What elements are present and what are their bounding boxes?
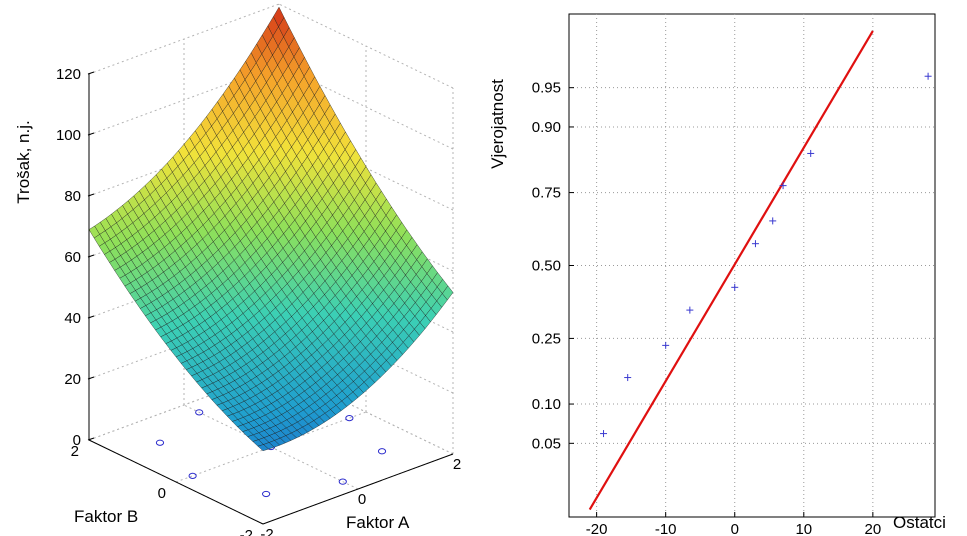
data-point	[807, 149, 815, 157]
design-point	[338, 478, 347, 485]
data-point	[624, 374, 632, 382]
surface-patch	[257, 444, 270, 452]
design-point	[155, 439, 165, 446]
fit-line-segment	[588, 30, 874, 511]
tick-labels: -20 -10 0 10 20 0.05 0.10 0.25 0.50 0.75 0.90 0.95	[532, 80, 881, 536]
z-tick	[87, 132, 95, 136]
surface	[88, 6, 454, 452]
fit-line	[588, 30, 874, 511]
x-tick-label: -2	[260, 526, 273, 536]
z-tick-label: 80	[64, 188, 81, 205]
y-tick-label: 0.05	[532, 435, 561, 452]
y-tick-label: 2	[71, 443, 79, 460]
data-point	[924, 72, 932, 80]
z-tick	[87, 193, 95, 197]
z-tick	[87, 315, 95, 319]
design-point	[377, 448, 387, 455]
x-tick-label: 10	[795, 521, 812, 536]
floor-gridline	[88, 369, 280, 441]
y-tick-label: 0.10	[532, 396, 561, 413]
data-points	[600, 72, 932, 438]
data-point	[769, 217, 777, 225]
x-tick-label: 20	[865, 521, 882, 536]
x-axis-line	[262, 453, 454, 525]
x-axis-label: Ostatci	[893, 513, 946, 532]
probability-plot: -20 -10 0 10 200.050.100.250.500.750.900.95 …	[488, 13, 946, 536]
y-tick-label: 0.75	[532, 185, 561, 202]
y-tick-label: 0.50	[532, 258, 561, 275]
x-tick-label: 0	[731, 521, 739, 536]
z-tick	[87, 254, 95, 258]
design-point	[195, 409, 204, 416]
data-point	[779, 182, 787, 190]
design-point	[262, 490, 271, 498]
z-tick	[87, 71, 95, 75]
z-tick-label: 100	[56, 127, 81, 144]
y-tick-label: 0.25	[532, 330, 561, 347]
axes-3d	[87, 71, 454, 525]
z-tick-label: 60	[64, 249, 81, 266]
y-tick-label: -2	[240, 527, 253, 536]
data-point	[731, 283, 739, 291]
design-point	[345, 415, 354, 422]
z-tick	[87, 376, 95, 380]
data-point	[686, 306, 694, 314]
data-point	[751, 240, 759, 248]
y-axis-label: Faktor B	[74, 507, 138, 526]
x-tick-label: 2	[453, 456, 461, 473]
z-tick	[87, 437, 95, 441]
x-tick-label: -10	[655, 521, 677, 536]
z-tick-label: 0	[73, 432, 81, 449]
plot-frame	[568, 13, 936, 518]
y-axis-line	[88, 439, 264, 525]
data-point	[662, 341, 670, 349]
x-tick-label: -20	[586, 521, 608, 536]
data-point	[600, 430, 608, 438]
y-tick-label: 0.95	[532, 80, 561, 97]
z-tick-label: 20	[64, 371, 81, 388]
x-tick-label: 0	[358, 491, 366, 508]
z-tick-label: 120	[56, 66, 81, 83]
z-tick-label: 40	[64, 310, 81, 327]
grid	[569, 14, 935, 517]
x-axis-label: Faktor A	[346, 513, 410, 532]
y-tick-label: 0	[158, 485, 166, 502]
z-axis-label: Trošak, n.j.	[14, 120, 33, 203]
y-tick-label: 0.90	[532, 119, 561, 136]
design-point	[188, 472, 197, 479]
y-axis-label: Vjerojatnost	[488, 79, 507, 169]
